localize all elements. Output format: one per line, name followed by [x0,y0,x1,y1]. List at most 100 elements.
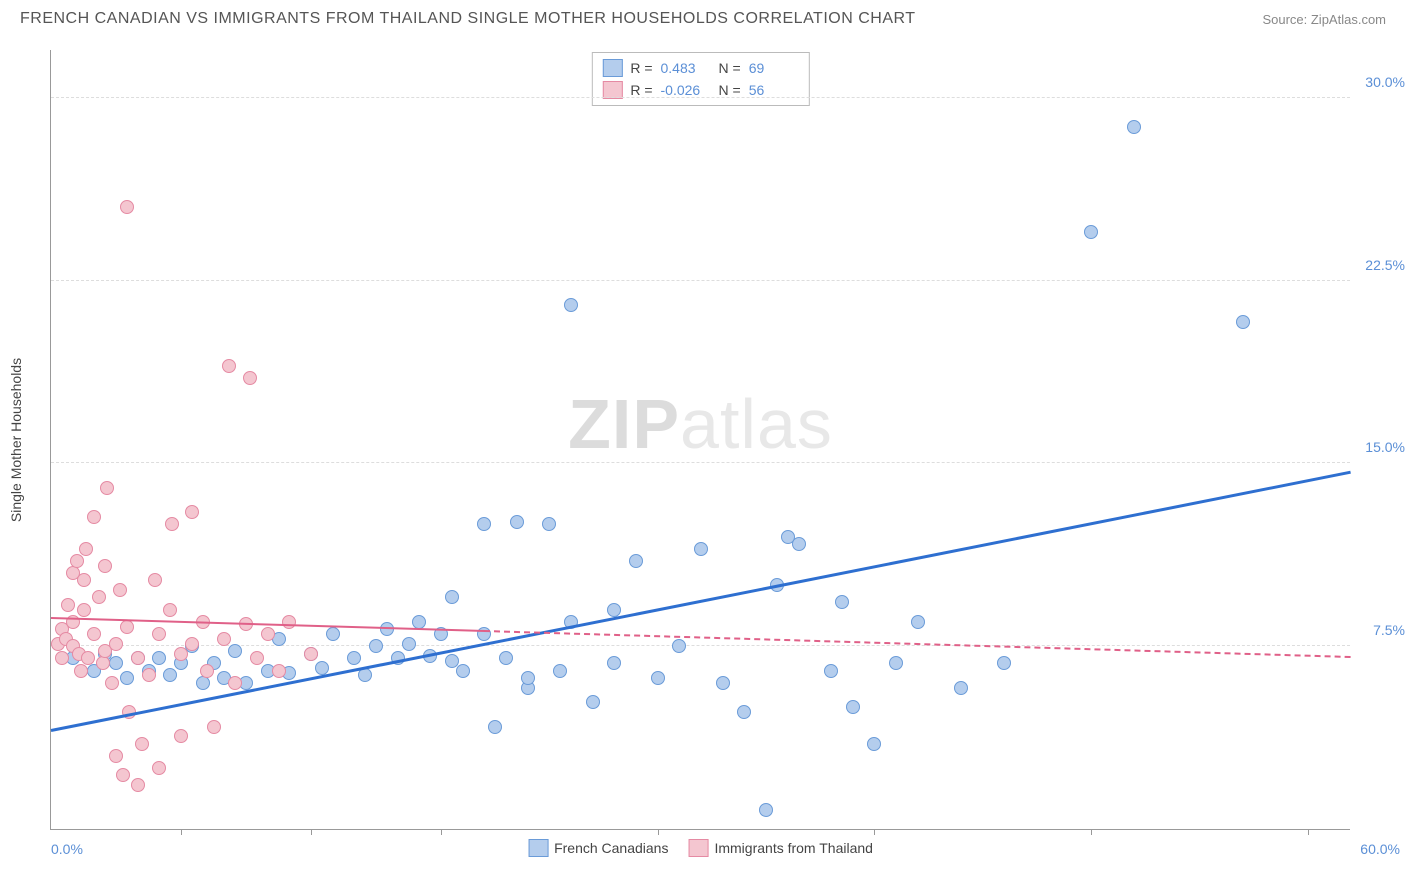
data-point [737,705,751,719]
data-point [92,590,106,604]
data-point [174,729,188,743]
data-point [445,654,459,668]
data-point [81,651,95,665]
data-point [716,676,730,690]
swatch-icon [528,839,548,857]
data-point [846,700,860,714]
data-point [222,359,236,373]
scatter-plot: ZIPatlas Single Mother Households 0.0% 6… [50,50,1350,830]
grid-line [51,280,1350,281]
data-point [228,676,242,690]
x-tick [1091,829,1092,835]
data-point [217,632,231,646]
data-point [867,737,881,751]
data-point [564,298,578,312]
data-point [911,615,925,629]
data-point [98,559,112,573]
legend-item-0: French Canadians [528,839,668,857]
data-point [499,651,513,665]
data-point [243,371,257,385]
data-point [272,664,286,678]
data-point [87,510,101,524]
data-point [954,681,968,695]
data-point [824,664,838,678]
y-tick-label: 15.0% [1365,439,1405,455]
data-point [510,515,524,529]
data-point [109,749,123,763]
data-point [792,537,806,551]
data-point [105,676,119,690]
data-point [131,651,145,665]
r-value-0: 0.483 [661,60,711,76]
data-point [412,615,426,629]
data-point [131,778,145,792]
grid-line [51,645,1350,646]
swatch-icon [688,839,708,857]
data-point [185,637,199,651]
data-point [135,737,149,751]
data-point [152,651,166,665]
data-point [542,517,556,531]
data-point [651,671,665,685]
data-point [835,595,849,609]
n-value-0: 69 [749,60,799,76]
data-point [228,644,242,658]
source-label: Source: ZipAtlas.com [1262,12,1386,27]
data-point [1084,225,1098,239]
data-point [113,583,127,597]
x-axis-max-label: 60.0% [1360,841,1400,857]
x-tick [441,829,442,835]
data-point [200,664,214,678]
data-point [120,200,134,214]
data-point [74,664,88,678]
data-point [326,627,340,641]
data-point [1127,120,1141,134]
data-point [477,517,491,531]
data-point [402,637,416,651]
data-point [148,573,162,587]
data-point [445,590,459,604]
data-point [61,598,75,612]
watermark: ZIPatlas [568,384,833,464]
x-tick [658,829,659,835]
data-point [369,639,383,653]
data-point [207,720,221,734]
data-point [120,620,134,634]
data-point [142,668,156,682]
data-point [116,768,130,782]
y-axis-label: Single Mother Households [8,357,24,521]
data-point [109,637,123,651]
series-legend: French Canadians Immigrants from Thailan… [528,839,873,857]
data-point [1236,315,1250,329]
data-point [120,671,134,685]
data-point [456,664,470,678]
data-point [79,542,93,556]
data-point [77,603,91,617]
r-value-1: -0.026 [661,82,711,98]
data-point [488,720,502,734]
legend-item-1: Immigrants from Thailand [688,839,872,857]
legend-row-series-0: R = 0.483 N = 69 [602,57,798,79]
data-point [152,761,166,775]
n-value-1: 56 [749,82,799,98]
data-point [109,656,123,670]
data-point [185,505,199,519]
data-point [759,803,773,817]
data-point [196,676,210,690]
data-point [163,668,177,682]
y-tick-label: 30.0% [1365,74,1405,90]
grid-line [51,462,1350,463]
x-tick [874,829,875,835]
data-point [553,664,567,678]
data-point [304,647,318,661]
data-point [282,615,296,629]
x-tick [181,829,182,835]
data-point [165,517,179,531]
data-point [70,554,84,568]
data-point [889,656,903,670]
data-point [96,656,110,670]
data-point [607,656,621,670]
correlation-legend: R = 0.483 N = 69 R = -0.026 N = 56 [591,52,809,106]
data-point [586,695,600,709]
data-point [87,627,101,641]
